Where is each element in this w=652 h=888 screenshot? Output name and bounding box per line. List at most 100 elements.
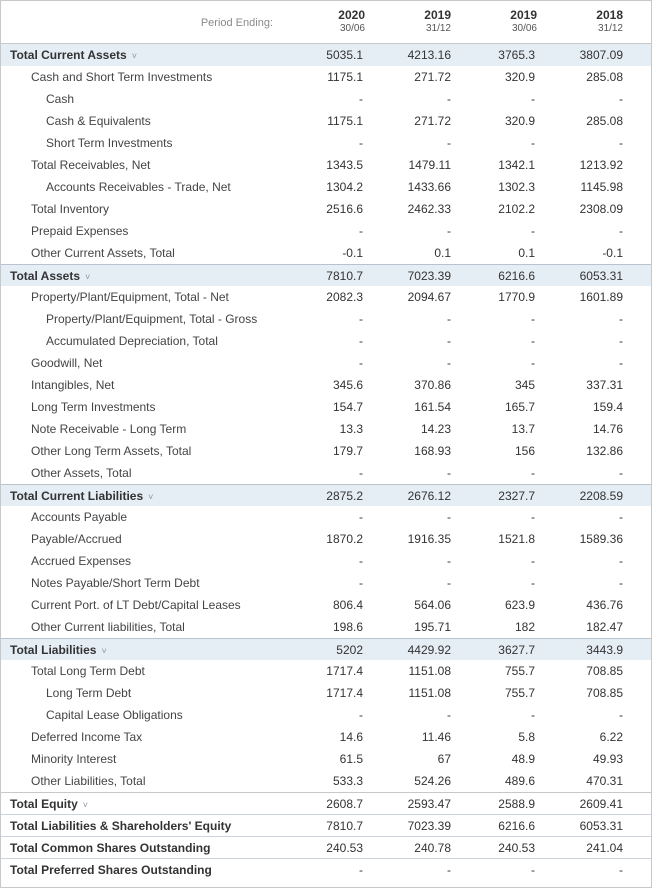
cell-value: 198.6 — [332, 620, 363, 634]
cell-value: 2102.2 — [498, 202, 535, 216]
cell-value: 436.76 — [586, 598, 623, 612]
row-label: Goodwill, Net — [1, 356, 287, 370]
cell-value: - — [359, 334, 363, 348]
cell-value: 6216.6 — [498, 268, 535, 283]
cell-value: - — [531, 312, 535, 326]
cell-value: 240.53 — [498, 840, 535, 855]
cell-value: 3627.7 — [498, 642, 535, 657]
cell-value: - — [531, 356, 535, 370]
table-row: Cash and Short Term Investments 1175.1 271… — [1, 66, 651, 88]
column-date: 30/06 — [339, 23, 365, 34]
cell-value: 2516.6 — [326, 202, 363, 216]
cell-value: 285.08 — [586, 70, 623, 84]
cell-value: - — [447, 312, 451, 326]
section-row[interactable]: Total Current Liabilities ˅ 2875.2 2676.12 2… — [1, 484, 651, 506]
cell-value: 623.9 — [504, 598, 535, 612]
cell-value: 182 — [514, 620, 535, 634]
table-row: Total Receivables, Net 1343.5 1479.11 1342.… — [1, 154, 651, 176]
cell-value: - — [531, 708, 535, 722]
cell-value: 1342.1 — [498, 158, 535, 172]
cell-value: 6216.6 — [498, 818, 535, 833]
row-label-text: Total Common Shares Outstanding — [10, 840, 211, 855]
table-row: Other Liabilities, Total 533.3 524.26 489.6… — [1, 770, 651, 792]
cell-value: 271.72 — [414, 114, 451, 128]
row-label-text: Current Port. of LT Debt/Capital Leases — [31, 598, 241, 612]
cell-value: 195.71 — [414, 620, 451, 634]
chevron-down-icon[interactable]: ˅ — [82, 799, 89, 810]
row-label-text: Other Assets, Total — [31, 466, 132, 480]
cell-value: 161.54 — [414, 400, 451, 414]
cell-value: - — [447, 708, 451, 722]
cell-value: 11.46 — [421, 730, 451, 744]
row-label-text: Total Preferred Shares Outstanding — [10, 862, 212, 877]
table-row: Total Long Term Debt 1717.4 1151.08 755.7 70… — [1, 660, 651, 682]
chevron-down-icon[interactable]: ˅ — [101, 645, 107, 656]
cell-value: - — [619, 312, 623, 326]
cell-value: - — [619, 224, 623, 238]
cell-value: 1151.08 — [408, 664, 452, 678]
cell-value: 3765.3 — [498, 48, 535, 62]
row-label: Note Receivable - Long Term — [1, 422, 287, 436]
row-label-text: Property/Plant/Equipment, Total - Net — [31, 290, 229, 304]
cell-value: 165.7 — [504, 400, 535, 414]
row-label: Long Term Investments — [1, 400, 287, 414]
section-row[interactable]: Total Assets ˅ 7810.7 7023.39 6216.6 6053.31 — [1, 264, 651, 286]
column-year: 2020 — [338, 8, 365, 22]
cell-value: 1302.3 — [498, 180, 535, 194]
cell-value: 1717.4 — [326, 664, 363, 678]
cell-value: - — [447, 576, 451, 590]
column-header-3: 2018 31/12 — [545, 9, 631, 35]
table-row: Short Term Investments - - - - — [1, 132, 651, 154]
cell-value: 1145.98 — [580, 180, 624, 194]
cell-value: 7023.39 — [407, 818, 451, 833]
table-row: Cash - - - - — [1, 88, 651, 110]
cell-value: 2327.7 — [498, 488, 535, 503]
table-row: Other Assets, Total - - - - — [1, 462, 651, 484]
cell-value: 159.4 — [592, 400, 623, 414]
cell-value: - — [619, 356, 623, 370]
total-row[interactable]: Total Equity ˅ 2608.7 2593.47 2588.9 2609.41 — [1, 792, 651, 814]
cell-value: - — [531, 136, 535, 150]
column-date: 31/12 — [425, 23, 451, 34]
column-header-1: 2019 31/12 — [373, 9, 459, 35]
cell-value: - — [531, 554, 535, 568]
cell-value: 337.31 — [586, 378, 623, 392]
row-label: Total Liabilities ˅ — [1, 643, 287, 657]
row-label-text: Minority Interest — [31, 752, 117, 766]
table-row: Long Term Investments 154.7 161.54 165.7 159… — [1, 396, 651, 418]
total-row: Total Common Shares Outstanding 240.53 240… — [1, 836, 651, 858]
row-label: Property/Plant/Equipment, Total - Net — [1, 290, 287, 304]
table-row: Deferred Income Tax 14.6 11.46 5.8 6.22 — [1, 726, 651, 748]
row-label: Accounts Receivables - Trade, Net — [1, 180, 287, 194]
cell-value: 2462.33 — [407, 202, 451, 216]
section-row[interactable]: Total Liabilities ˅ 5202 4429.92 3627.7 3443.… — [1, 638, 651, 660]
cell-value: - — [619, 466, 623, 480]
cell-value: 182.47 — [586, 620, 623, 634]
table-row: Accounts Payable - - - - — [1, 506, 651, 528]
row-label-text: Deferred Income Tax — [31, 730, 143, 744]
cell-value: - — [619, 510, 623, 524]
row-label: Total Common Shares Outstanding — [1, 841, 287, 855]
section-row[interactable]: Total Current Assets ˅ 5035.1 4213.16 3765.3… — [1, 44, 651, 66]
table-row: Current Port. of LT Debt/Capital Leases 8… — [1, 594, 651, 616]
row-label-text: Total Liabilities & Shareholders' Equity — [10, 818, 232, 833]
cell-value: 1175.1 — [327, 114, 363, 128]
cell-value: - — [447, 554, 451, 568]
table-row: Minority Interest 61.5 67 48.9 49.93 — [1, 748, 651, 770]
chevron-down-icon[interactable]: ˅ — [85, 271, 91, 282]
cell-value: -0.1 — [602, 246, 623, 260]
cell-value: 2094.67 — [407, 290, 451, 304]
row-label: Prepaid Expenses — [1, 224, 287, 238]
cell-value: 2676.12 — [407, 488, 451, 503]
cell-value: 1601.89 — [579, 290, 623, 304]
row-label: Other Current liabilities, Total — [1, 620, 287, 634]
cell-value: 1175.1 — [327, 70, 363, 84]
chevron-down-icon[interactable]: ˅ — [131, 51, 137, 61]
row-label-text: Total Inventory — [31, 202, 110, 216]
table-row: Accrued Expenses - - - - — [1, 550, 651, 572]
cell-value: 2593.47 — [407, 796, 451, 811]
chevron-down-icon[interactable]: ˅ — [148, 491, 154, 502]
cell-value: 2082.3 — [326, 290, 363, 304]
column-year: 2019 — [424, 8, 451, 22]
column-header-2: 2019 30/06 — [459, 9, 545, 35]
